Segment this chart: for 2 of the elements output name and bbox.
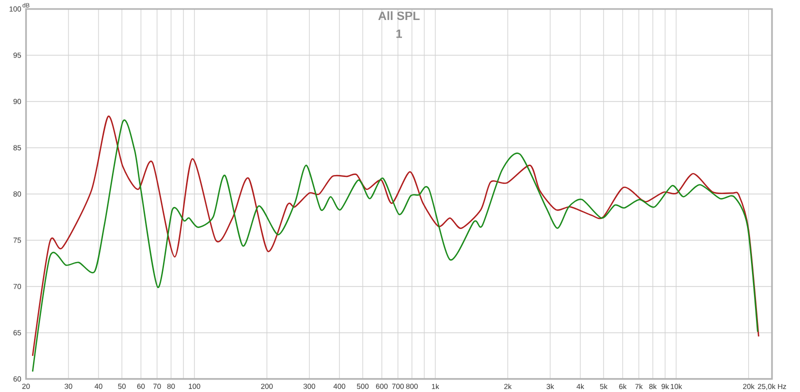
text: 1 [396, 30, 402, 38]
chart-title: All SPL [378, 11, 420, 20]
